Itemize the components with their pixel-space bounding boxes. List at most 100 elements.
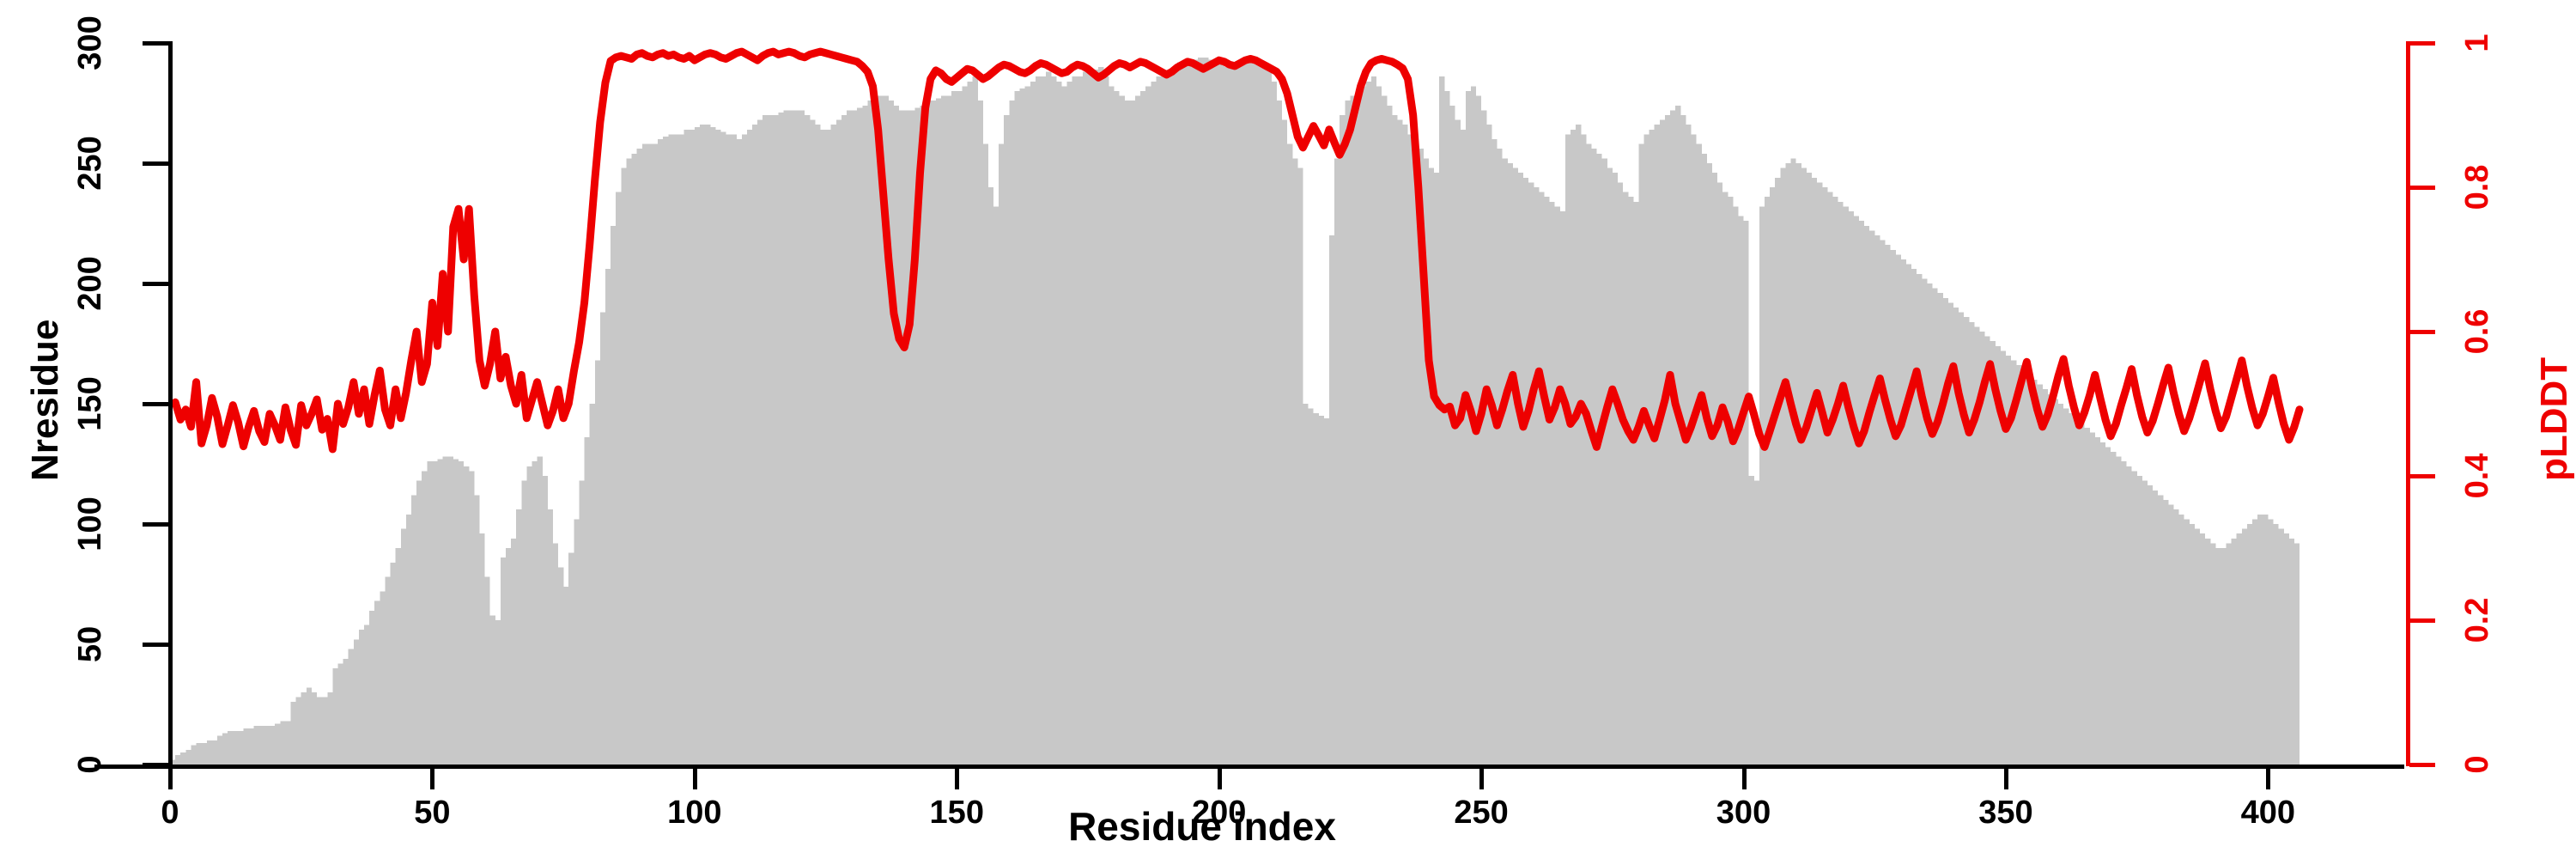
bar bbox=[2094, 437, 2101, 765]
left-tick-label: 300 bbox=[72, 15, 108, 70]
bar bbox=[1701, 153, 1707, 765]
bar bbox=[196, 742, 202, 765]
bar bbox=[746, 129, 753, 765]
bar bbox=[768, 115, 774, 765]
right-tick-label: 1 bbox=[2459, 34, 2495, 52]
bar bbox=[211, 740, 218, 765]
bar bbox=[1753, 480, 1759, 765]
bar bbox=[731, 134, 737, 765]
bar bbox=[1224, 67, 1230, 765]
bar bbox=[1240, 62, 1246, 765]
bar bbox=[484, 576, 490, 765]
bar bbox=[741, 134, 748, 765]
bar bbox=[547, 509, 554, 765]
bar bbox=[511, 538, 517, 765]
bar bbox=[1617, 182, 1624, 765]
bar bbox=[987, 187, 994, 765]
right-tick-label: 0.2 bbox=[2459, 597, 2495, 643]
bar bbox=[453, 459, 459, 765]
bar bbox=[1669, 110, 1676, 765]
nresidue-bar-series bbox=[170, 57, 2300, 765]
bar bbox=[810, 119, 816, 765]
bar bbox=[1429, 168, 1435, 765]
bar bbox=[2058, 404, 2064, 765]
bar bbox=[228, 730, 234, 765]
bar bbox=[2189, 524, 2195, 765]
bar bbox=[1743, 221, 1749, 765]
bar bbox=[1370, 76, 1377, 765]
bar bbox=[2257, 514, 2263, 765]
bar bbox=[2263, 514, 2269, 765]
bar bbox=[1365, 81, 1371, 765]
bar bbox=[2032, 380, 2038, 765]
bar bbox=[1664, 115, 1671, 765]
bar bbox=[715, 129, 721, 765]
bar bbox=[489, 615, 495, 765]
bottom-tick bbox=[168, 767, 173, 789]
bar bbox=[752, 125, 758, 765]
bar bbox=[191, 745, 197, 765]
bar bbox=[1287, 143, 1293, 765]
bar bbox=[1460, 129, 1466, 765]
bar bbox=[1522, 177, 1529, 765]
bar bbox=[1817, 182, 1823, 765]
bar bbox=[1129, 101, 1136, 765]
bar bbox=[2178, 514, 2184, 765]
bar bbox=[1895, 254, 1901, 765]
bar bbox=[726, 134, 732, 765]
bar bbox=[1864, 225, 1870, 765]
bar bbox=[1843, 206, 1849, 765]
bar bbox=[1581, 134, 1587, 765]
bar bbox=[815, 125, 821, 765]
bar bbox=[1917, 273, 1923, 765]
bar bbox=[2089, 432, 2095, 765]
left-tick bbox=[143, 161, 170, 166]
bottom-tick-label: 300 bbox=[1716, 795, 1771, 831]
bar bbox=[1811, 177, 1818, 765]
bar bbox=[568, 552, 574, 765]
bar bbox=[216, 735, 223, 765]
bar bbox=[1885, 245, 1891, 765]
bar bbox=[2288, 538, 2295, 765]
bar bbox=[2111, 452, 2117, 765]
left-tick bbox=[143, 522, 170, 527]
bar bbox=[1795, 163, 1801, 765]
left-tick-label: 100 bbox=[72, 497, 108, 551]
bar bbox=[2268, 519, 2274, 765]
bar bbox=[1964, 317, 1970, 765]
bar bbox=[1098, 67, 1104, 765]
bar bbox=[2205, 538, 2211, 765]
bar bbox=[1198, 57, 1204, 765]
bar bbox=[1911, 269, 1917, 765]
bar bbox=[358, 630, 365, 765]
bar bbox=[1418, 149, 1425, 765]
left-tick-label: 200 bbox=[72, 256, 108, 311]
bar bbox=[1061, 86, 1067, 765]
bar bbox=[1161, 71, 1167, 765]
bar bbox=[1900, 259, 1906, 765]
bar bbox=[1659, 119, 1666, 765]
bar bbox=[1937, 293, 1943, 765]
bottom-tick-label: 150 bbox=[929, 795, 984, 831]
bar bbox=[1512, 168, 1518, 765]
bar bbox=[1082, 71, 1089, 765]
bar bbox=[1770, 187, 1776, 765]
bar bbox=[369, 610, 375, 765]
bar bbox=[641, 143, 647, 765]
bar bbox=[1449, 105, 1455, 765]
bar bbox=[201, 742, 207, 765]
bar bbox=[311, 692, 318, 765]
bar bbox=[663, 137, 669, 765]
bar bbox=[982, 143, 989, 765]
bar bbox=[1549, 201, 1555, 765]
bar bbox=[1281, 119, 1288, 765]
bar bbox=[1922, 278, 1928, 765]
right-axis-label: pLDDT bbox=[2533, 356, 2575, 481]
bar bbox=[1066, 81, 1072, 765]
bar bbox=[2000, 350, 2007, 765]
bar bbox=[1213, 62, 1219, 765]
bar bbox=[1984, 336, 1990, 765]
bar bbox=[317, 697, 323, 765]
bar bbox=[395, 548, 401, 765]
bar bbox=[2147, 485, 2154, 765]
